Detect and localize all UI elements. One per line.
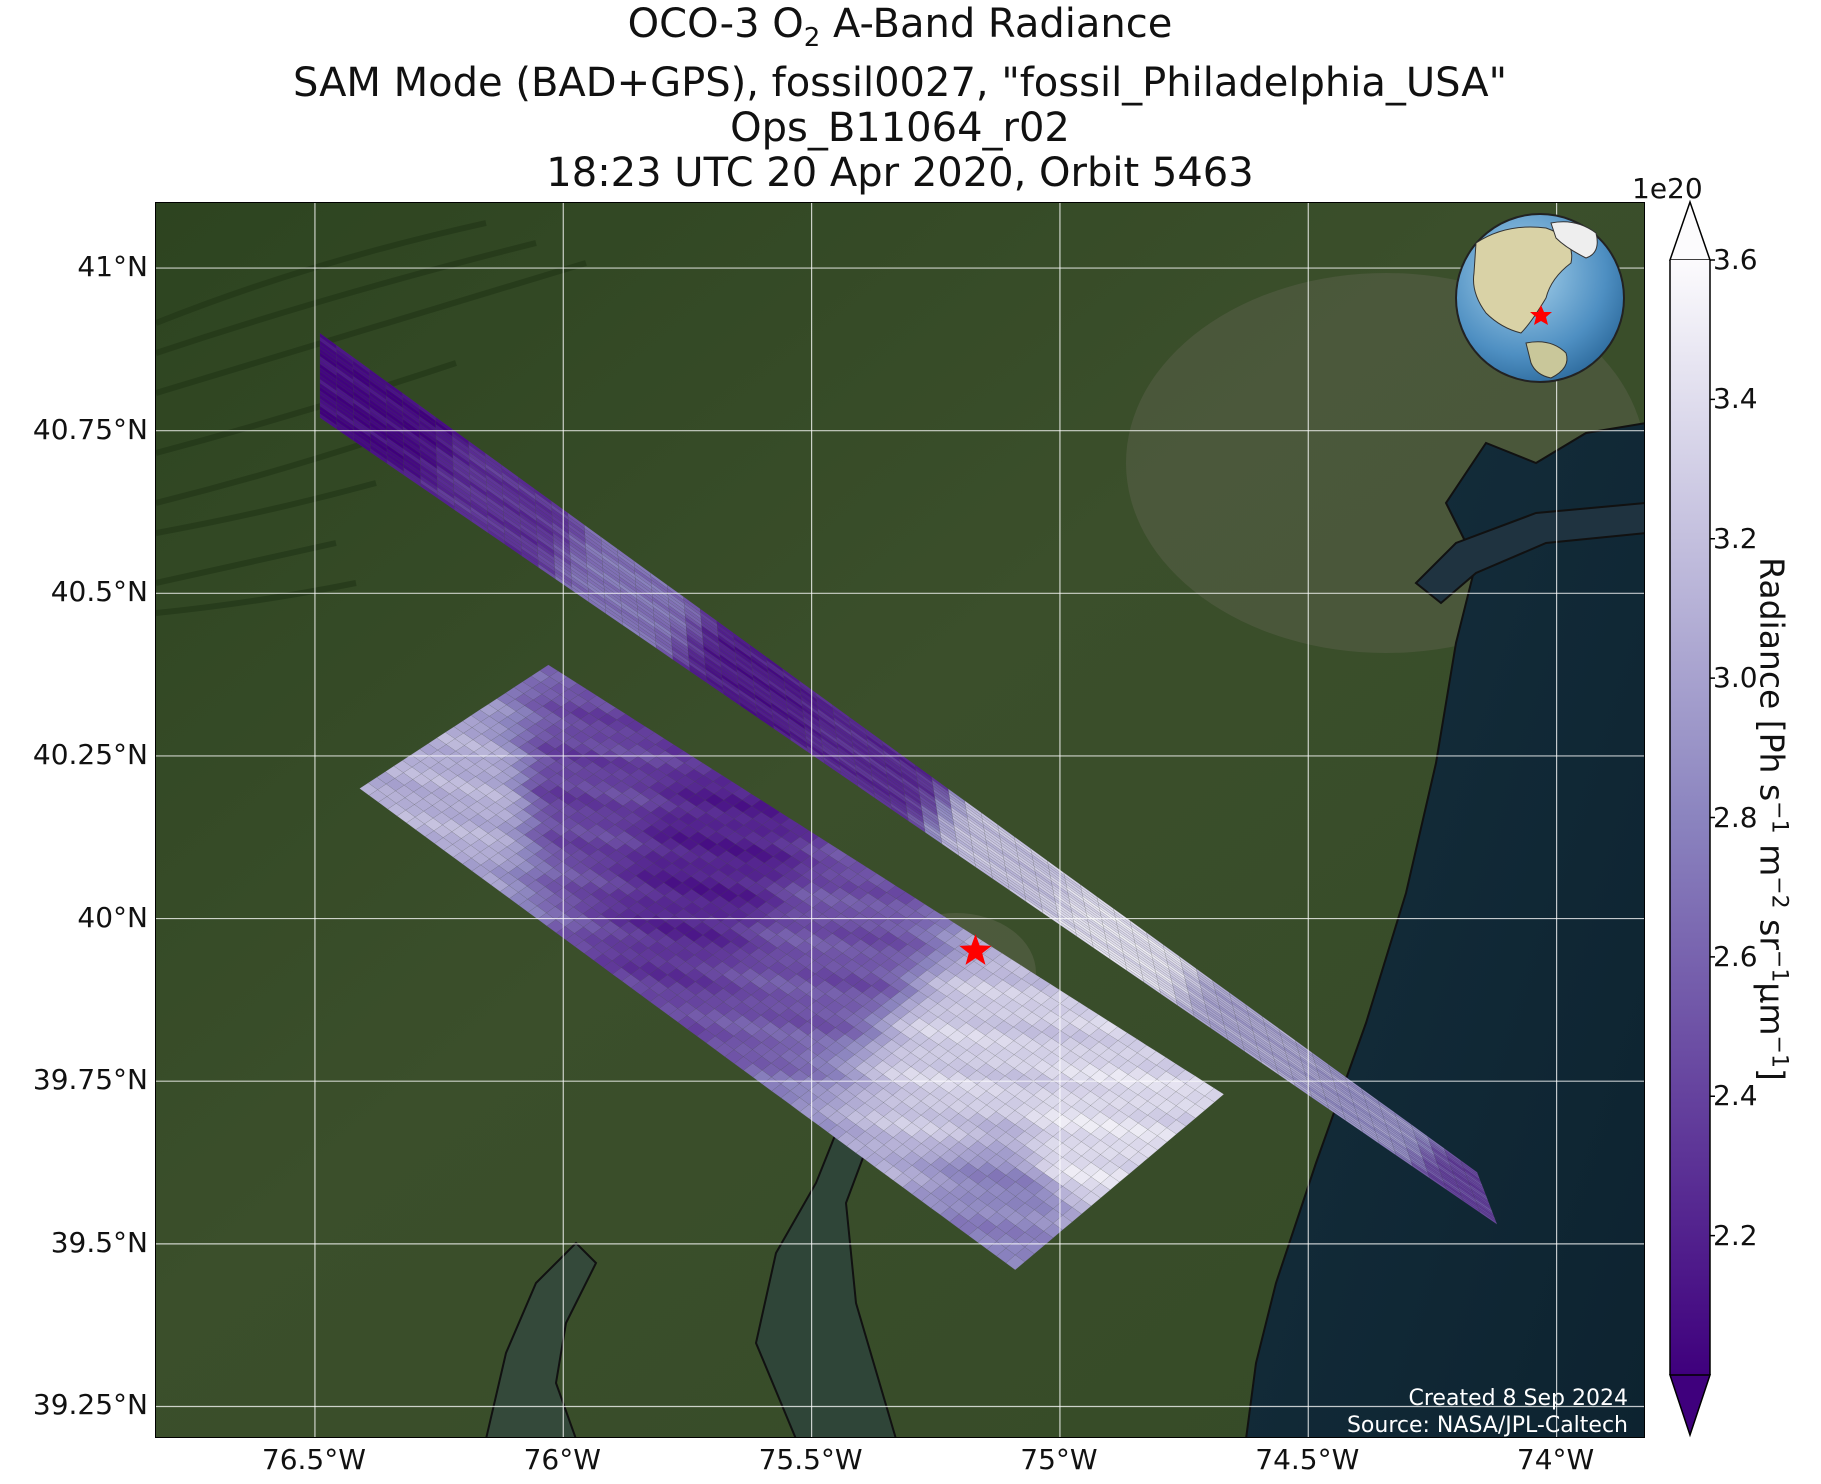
chesapeake-bay xyxy=(485,1241,598,1437)
globe-north-america xyxy=(1473,226,1573,334)
lon-tick-label: 74.5°W xyxy=(1255,1443,1360,1476)
colorbar-tick-label: 2.6 xyxy=(1713,939,1758,973)
map-canvas xyxy=(156,203,1644,1437)
swath-1 xyxy=(319,332,1498,1225)
colorbar-tick-label: 2.8 xyxy=(1713,800,1758,834)
inset-globe xyxy=(1455,213,1625,383)
colorbar-extend-top xyxy=(1668,200,1712,261)
lat-tick-label: 40.25°N xyxy=(32,737,148,771)
colorbar-gradient xyxy=(1670,260,1710,1375)
target-marker-layer xyxy=(959,934,992,965)
lon-tick-label: 75°W xyxy=(1020,1443,1098,1476)
swath-2 xyxy=(359,664,1225,1271)
colorbar-tick-label: 3.6 xyxy=(1713,243,1758,276)
colorbar-tick-label: 2.2 xyxy=(1713,1218,1758,1252)
title-line-3: Ops_B11064_r02 xyxy=(730,105,1070,151)
lon-tick-label: 76°W xyxy=(523,1443,601,1476)
colorbar-tick-label: 2.4 xyxy=(1713,1079,1758,1113)
lat-tick-label: 39.25°N xyxy=(32,1388,148,1422)
map-panel[interactable]: Created 8 Sep 2024 Source: NASA/JPL-Calt… xyxy=(155,202,1645,1438)
globe-marker-star xyxy=(1530,305,1552,325)
colorbar-tick-label: 3.4 xyxy=(1713,382,1758,416)
lon-tick-label: 74°W xyxy=(1516,1443,1595,1476)
radiance-swaths xyxy=(319,332,1498,1271)
credit-created: Created 8 Sep 2024 xyxy=(1408,1386,1629,1411)
atlantic-ocean xyxy=(1245,422,1644,1437)
radiance-pixel xyxy=(1478,1209,1498,1225)
credit-source: Source: NASA/JPL-Caltech xyxy=(1346,1413,1628,1438)
lon-tick-label: 76.5°W xyxy=(261,1443,366,1476)
colorbar-tick-label: 3.0 xyxy=(1713,661,1758,695)
lat-tick-label: 40°N xyxy=(77,900,148,934)
lat-tick-label: 41°N xyxy=(77,250,148,284)
chart-title: OCO-3 O2 A-Band Radiance SAM Mode (BAD+G… xyxy=(155,2,1645,196)
colorbar-extend-bottom xyxy=(1668,1374,1712,1438)
title-line-2: SAM Mode (BAD+GPS), fossil0027, "fossil_… xyxy=(292,60,1508,106)
lon-tick-label: 75.5°W xyxy=(758,1443,863,1476)
lat-tick-label: 39.75°N xyxy=(32,1063,148,1097)
colorbar-tick-marks xyxy=(1710,259,1715,1237)
lat-tick-label: 39.5°N xyxy=(50,1225,148,1259)
globe-greenland xyxy=(1550,221,1598,259)
colorbar xyxy=(1668,200,1715,1438)
colorbar-label: Radiance [Ph s−1 m−2 sr−1μm−1] xyxy=(1752,557,1792,1081)
title-line-1: OCO-3 O2 A-Band Radiance xyxy=(627,1,1173,54)
colorbar-exponent: 1e20 xyxy=(1632,172,1703,205)
radiance-pixel xyxy=(1005,1254,1026,1271)
lat-tick-label: 40.5°N xyxy=(50,575,148,609)
colorbar-tick-label: 3.2 xyxy=(1713,521,1758,555)
graticule xyxy=(156,203,1644,1437)
globe-south-america xyxy=(1525,341,1568,379)
title-line-4: 18:23 UTC 20 Apr 2020, Orbit 5463 xyxy=(546,150,1254,196)
target-star-marker xyxy=(959,934,992,965)
lat-tick-label: 40.75°N xyxy=(32,412,148,446)
